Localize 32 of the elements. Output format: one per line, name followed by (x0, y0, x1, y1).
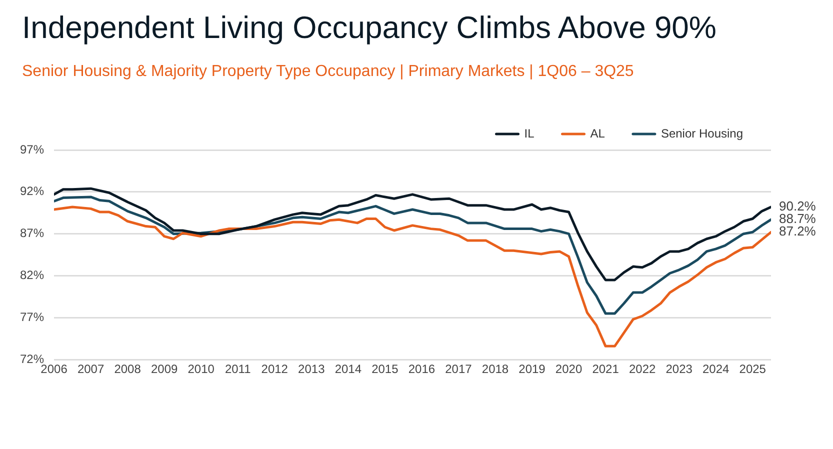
x-tick-label: 2011 (224, 362, 252, 376)
x-tick-label: 2010 (188, 362, 215, 376)
x-tick-label: 2012 (261, 362, 288, 376)
legend-label: Senior Housing (660, 126, 744, 140)
x-tick-label: 2016 (408, 362, 436, 376)
chart-subtitle: Senior Housing & Majority Property Type Occupancy | Primary Markets | 1Q06 – 3Q25 (22, 63, 634, 81)
x-tick-label: 2021 (592, 362, 620, 376)
y-tick-label: 87% (20, 226, 44, 240)
x-tick-label: 2023 (666, 362, 693, 376)
legend-label: AL (590, 126, 606, 140)
x-tick-label: 2017 (445, 362, 472, 376)
y-tick-label: 82% (20, 268, 44, 282)
x-tick-label: 2018 (482, 362, 509, 376)
legend-label: IL (524, 126, 535, 140)
y-tick-label: 97% (20, 142, 44, 156)
chart-title: Independent Living Occupancy Climbs Above 90% (22, 10, 716, 46)
data-label: 90.2% (779, 198, 816, 214)
x-tick-label: 2020 (555, 362, 582, 376)
y-tick-label: 92% (20, 184, 44, 198)
x-tick-label: 2022 (628, 362, 656, 376)
x-tick-label: 2024 (702, 362, 730, 376)
x-tick-label: 2025 (739, 362, 766, 376)
x-tick-label: 2007 (77, 362, 104, 376)
y-tick-label: 77% (20, 310, 44, 324)
data-label: 88.7% (779, 211, 816, 226)
x-tick-label: 2013 (298, 362, 326, 376)
x-tick-label: 2014 (334, 362, 362, 376)
x-tick-label: 2009 (150, 362, 178, 376)
x-tick-label: 2015 (372, 362, 399, 376)
x-tick-label: 2008 (114, 362, 142, 376)
x-tick-label: 2019 (518, 362, 546, 376)
data-label: 87.2% (779, 224, 816, 239)
